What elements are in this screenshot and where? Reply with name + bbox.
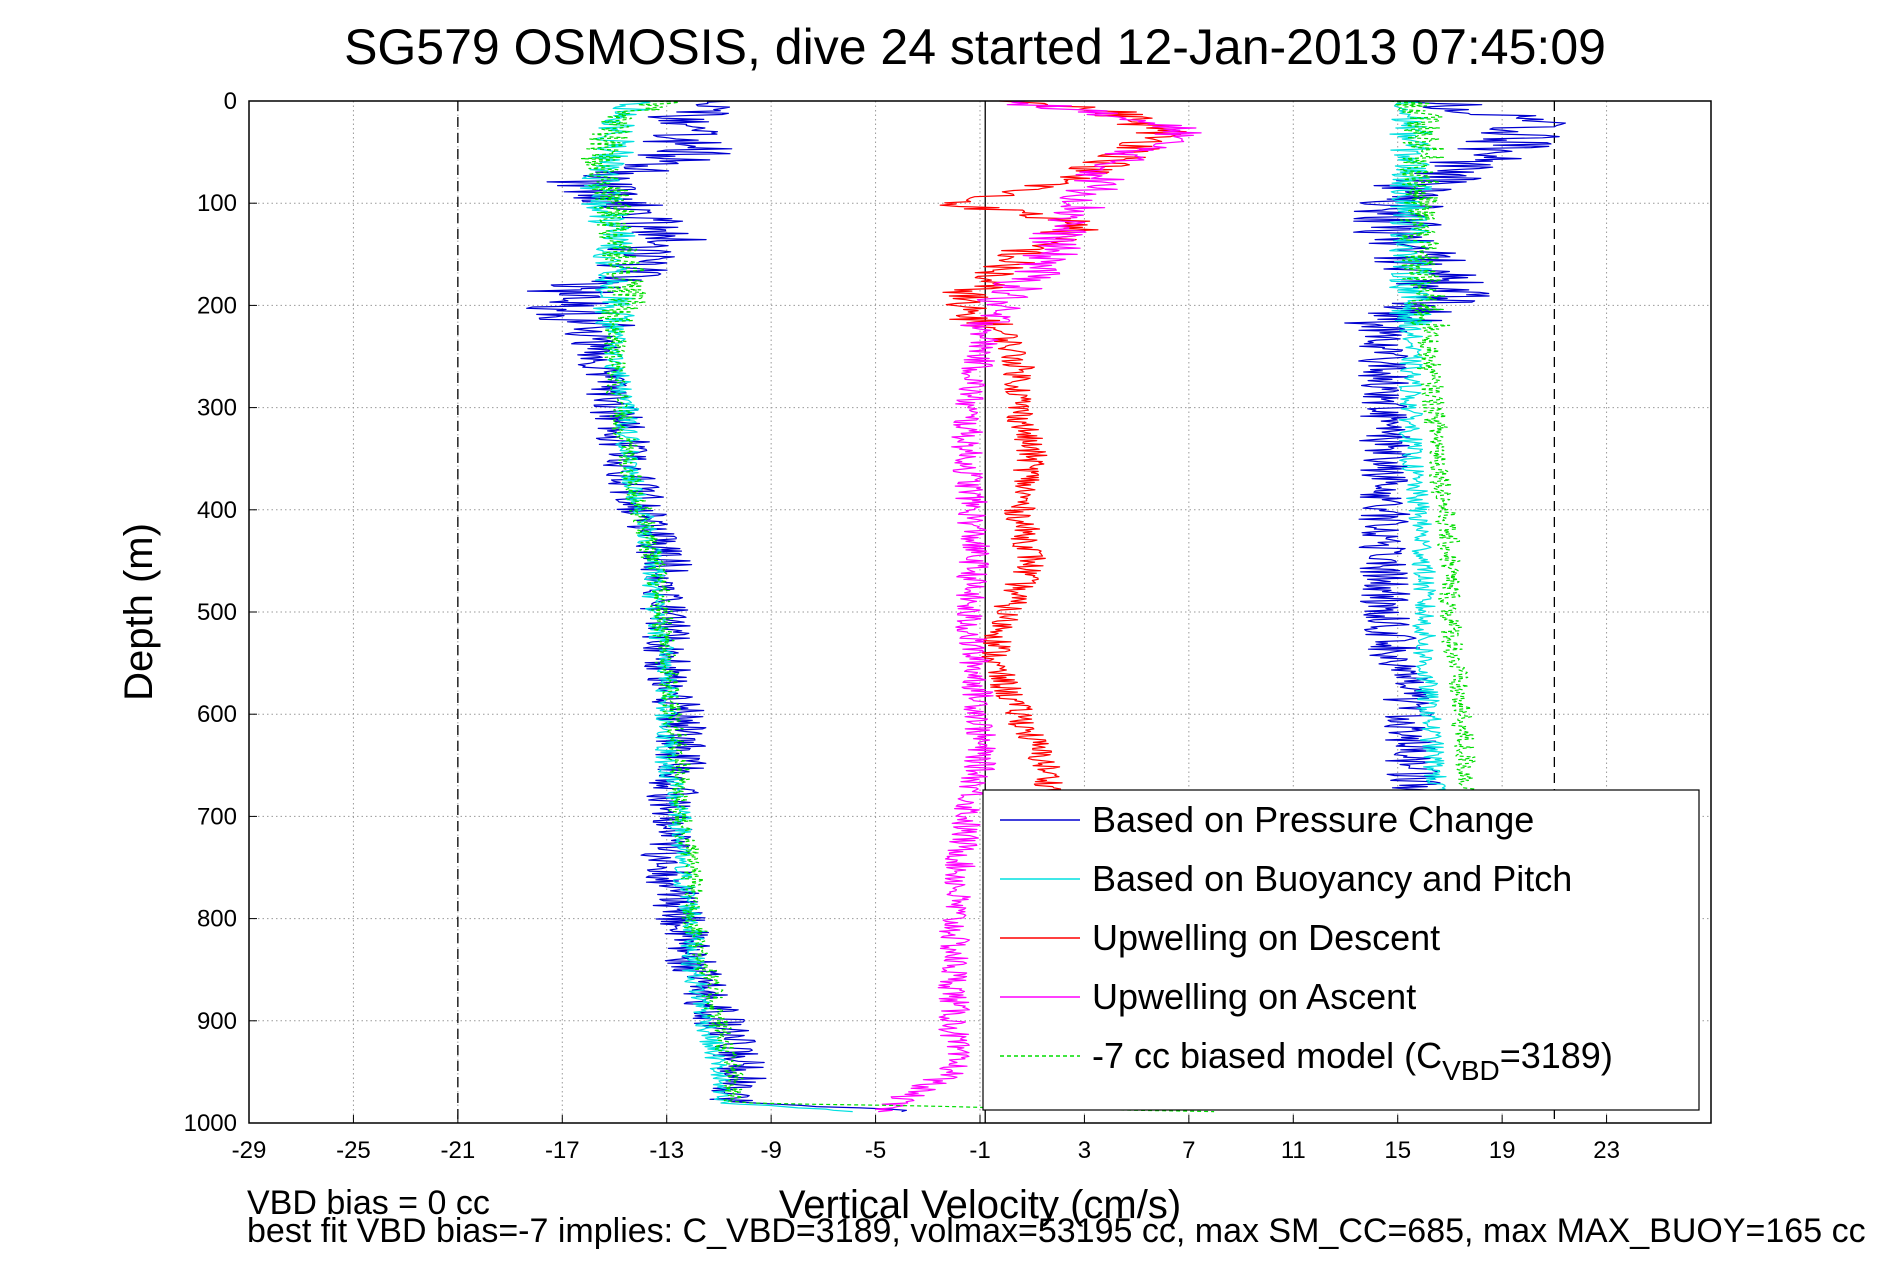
series-upwelling-on-ascent-profile-1 (875, 100, 1202, 1113)
y-tick-label: 700 (197, 803, 237, 830)
x-tick-label: -9 (760, 1137, 781, 1164)
y-tick-label: 500 (197, 599, 237, 626)
y-tick-label: 1000 (184, 1110, 237, 1137)
series-7-cc-biased-model-cvbd-3189-profile-1 (580, 100, 1215, 1113)
x-tick-label: 23 (1593, 1137, 1620, 1164)
x-tick-label: 19 (1489, 1137, 1516, 1164)
x-tick-label: 7 (1182, 1137, 1195, 1164)
footer-line-1: VBD bias = 0 cc (247, 1184, 490, 1222)
y-tick-label: 300 (197, 395, 237, 422)
y-tick-label: 800 (197, 906, 237, 933)
legend-label-subscript: VBD (1442, 1055, 1500, 1086)
y-axis-label: Depth (m) (117, 523, 161, 701)
x-tick-label: -29 (232, 1137, 267, 1164)
legend-label-1: Based on Pressure Change (1092, 799, 1534, 840)
legend-label-2: Based on Buoyancy and Pitch (1092, 858, 1572, 899)
series-based-on-buoyancy-and-pitch-profile-2 (1389, 100, 1449, 817)
x-tick-label: 3 (1078, 1137, 1091, 1164)
series-based-on-pressure-change-profile-2 (1344, 100, 1567, 817)
plot-frame (248, 100, 1712, 1124)
series-upwelling-on-descent-profile-1 (939, 100, 1187, 796)
x-tick-label: -5 (865, 1137, 886, 1164)
x-tick-label: 15 (1384, 1137, 1411, 1164)
y-tick-labels: 0 100 200 300 400 500 600 700 800 900 1000 (184, 88, 237, 1137)
series-based-on-pressure-change-profile-1 (526, 100, 908, 1113)
legend-label-4: Upwelling on Ascent (1092, 976, 1416, 1017)
y-tick-label: 100 (197, 190, 237, 217)
x-tick-label: -21 (441, 1137, 476, 1164)
legend: Based on Pressure Change Based on Buoyanc… (982, 789, 1700, 1111)
x-tick-label: -13 (649, 1137, 684, 1164)
y-tick-label: 200 (197, 292, 237, 319)
x-tick-labels: -29 -25 -21 -17 -13 -9 -5 -1 3 7 11 15 19 23 (232, 1137, 1620, 1164)
y-tick-label: 400 (197, 497, 237, 524)
legend-box (982, 789, 1700, 1111)
x-tick-label: 11 (1281, 1137, 1306, 1164)
series-7-cc-biased-model-cvbd-3189-profile-2 (1390, 100, 1482, 817)
x-tick-label: -17 (545, 1137, 580, 1164)
x-axis-label: Vertical Velocity (cm/s) (779, 1183, 1181, 1227)
y-tick-label: 900 (197, 1008, 237, 1035)
y-tick-label: 0 (224, 88, 237, 115)
x-tick-label: -25 (336, 1137, 371, 1164)
chart-title: SG579 OSMOSIS, dive 24 started 12-Jan-20… (344, 19, 1606, 75)
legend-label-suffix: =3189) (1500, 1035, 1613, 1076)
x-tick-label: -1 (969, 1137, 990, 1164)
series-layer (526, 100, 1567, 1113)
legend-label-3: Upwelling on Descent (1092, 917, 1440, 958)
y-tick-label: 600 (197, 701, 237, 728)
footer-line-2: best fit VBD bias=-7 implies: C_VBD=3189… (247, 1212, 1866, 1250)
